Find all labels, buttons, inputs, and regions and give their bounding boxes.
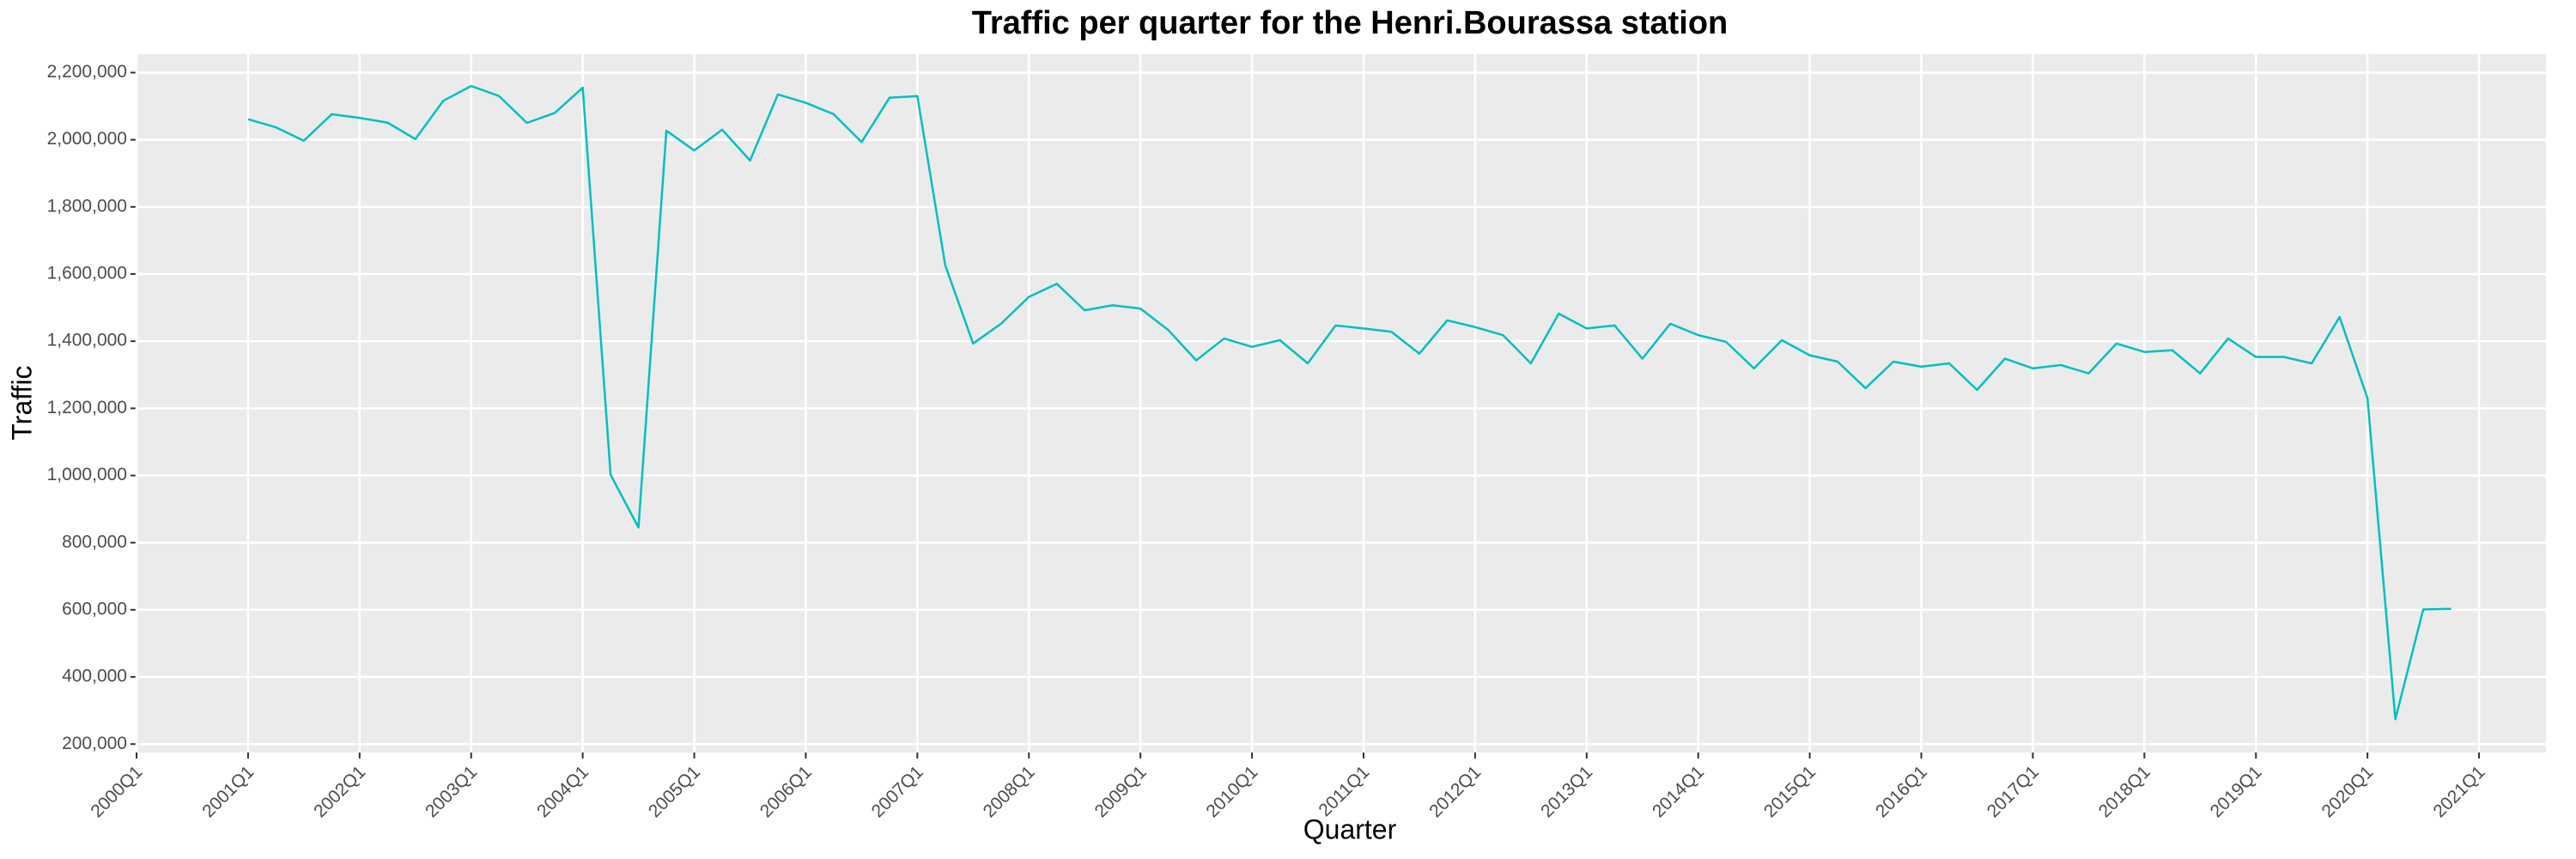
x-axis-title: Quarter: [1303, 813, 1397, 844]
x-tick-label: 2019Q1: [2207, 762, 2266, 821]
y-tick-label: 600,000: [62, 599, 127, 618]
x-tick-label: 2015Q1: [1760, 762, 1820, 821]
y-tick-label: 1,200,000: [47, 398, 127, 417]
y-tick-label: 1,000,000: [47, 465, 127, 484]
x-tick-label: 2001Q1: [198, 762, 258, 821]
x-tick-label: 2000Q1: [87, 762, 146, 821]
x-tick-label: 2012Q1: [1425, 762, 1485, 821]
plot-panel: [137, 54, 2546, 752]
x-tick-label: 2007Q1: [868, 762, 927, 821]
x-tick-label: 2009Q1: [1091, 762, 1151, 821]
x-tick-label: 2003Q1: [422, 762, 481, 821]
data-line: [247, 84, 2451, 721]
x-tick-label: 2005Q1: [645, 762, 704, 821]
y-axis-title: Traffic: [6, 365, 37, 440]
x-tick-label: 2021Q1: [2429, 762, 2488, 821]
x-tick-label: 2002Q1: [310, 762, 369, 821]
y-tick-label: 1,600,000: [47, 264, 127, 283]
y-tick-label: 800,000: [62, 532, 127, 551]
x-tick-label: 2006Q1: [756, 762, 816, 821]
y-tick-label: 400,000: [62, 667, 127, 686]
x-tick-label: 2014Q1: [1649, 762, 1708, 821]
x-tick-label: 2004Q1: [533, 762, 592, 821]
x-tick-label: 2011Q1: [1315, 762, 1373, 820]
x-tick-label: 2008Q1: [980, 762, 1039, 821]
x-tick-label: 2020Q1: [2318, 762, 2377, 821]
y-tick-label: 1,800,000: [47, 196, 127, 216]
y-tick-label: 2,000,000: [47, 129, 127, 149]
x-tick-label: 2010Q1: [1202, 762, 1261, 821]
y-tick-label: 2,200,000: [47, 62, 127, 82]
x-tick-label: 2013Q1: [1537, 762, 1596, 821]
x-tick-label: 2017Q1: [1984, 762, 2043, 821]
y-tick-label: 1,400,000: [47, 331, 127, 350]
x-tick-label: 2018Q1: [2095, 762, 2154, 821]
x-tick-label: 2016Q1: [1872, 762, 1931, 821]
chart-title: Traffic per quarter for the Henri.Bouras…: [972, 5, 1728, 41]
y-tick-label: 200,000: [62, 734, 127, 753]
